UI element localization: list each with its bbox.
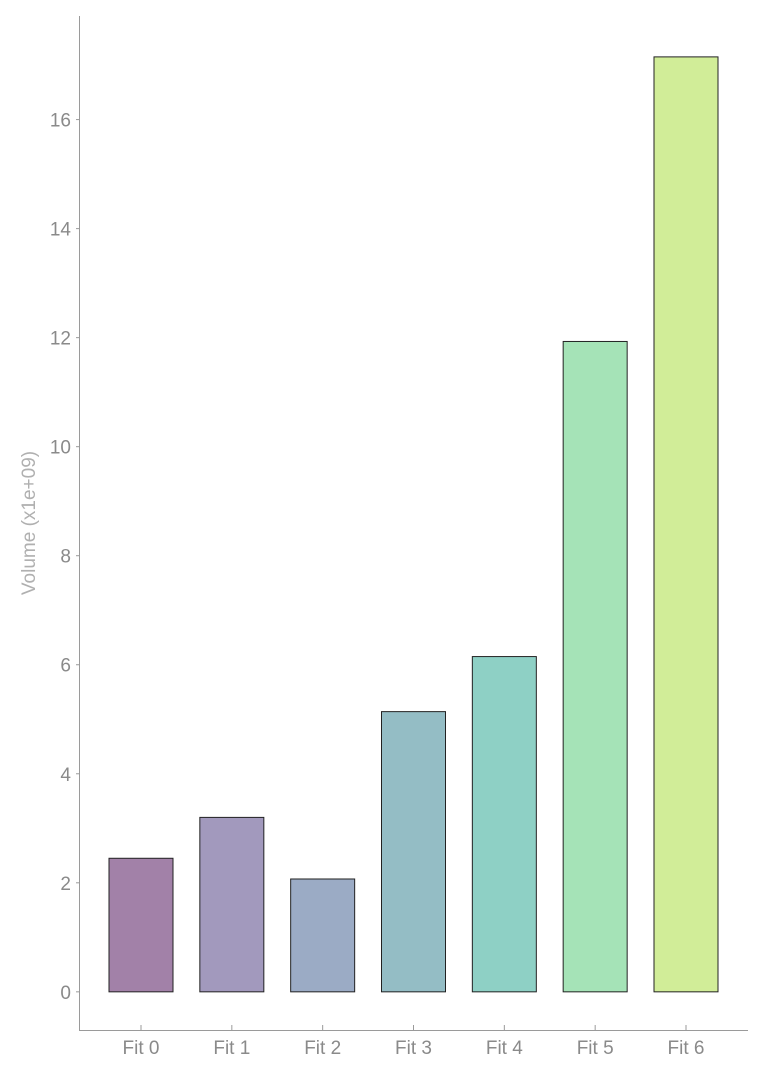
y-tick-label: 16 — [50, 111, 71, 132]
y-tick-label: 2 — [60, 874, 71, 895]
bar-fit-4 — [471, 656, 537, 993]
y-tick-label: 4 — [60, 765, 71, 786]
bars — [108, 56, 719, 993]
y-tick-label: 6 — [60, 656, 71, 677]
y-tick-label: 8 — [60, 547, 71, 568]
bar-fit-1 — [199, 816, 265, 993]
bar-fit-0 — [108, 857, 174, 993]
y-axis-ticks: 0 2 4 6 8 10 12 14 16 — [50, 111, 80, 1004]
x-tick-label: Fit 1 — [213, 1038, 250, 1059]
y-tick-label: 10 — [50, 438, 71, 459]
bar-fit-3 — [381, 711, 446, 993]
y-tick-label: 0 — [60, 983, 71, 1004]
bar-fit-2 — [290, 878, 356, 993]
y-tick-label: 14 — [50, 220, 72, 241]
x-tick-label: Fit 0 — [123, 1038, 160, 1059]
y-axis-title: Volume (x1e+09) — [19, 451, 40, 595]
x-axis-ticks: Fit 0 Fit 1 Fit 2 Fit 3 Fit 4 Fit 5 Fit 6 — [123, 1025, 705, 1059]
x-tick-label: Fit 5 — [577, 1038, 614, 1059]
x-tick-label: Fit 3 — [395, 1038, 432, 1059]
x-tick-label: Fit 6 — [668, 1038, 705, 1059]
x-tick-label: Fit 4 — [486, 1038, 523, 1059]
bar-fit-5 — [562, 340, 628, 993]
bar-fit-6 — [653, 56, 719, 993]
x-tick-label: Fit 2 — [304, 1038, 341, 1059]
y-tick-label: 12 — [50, 329, 71, 350]
